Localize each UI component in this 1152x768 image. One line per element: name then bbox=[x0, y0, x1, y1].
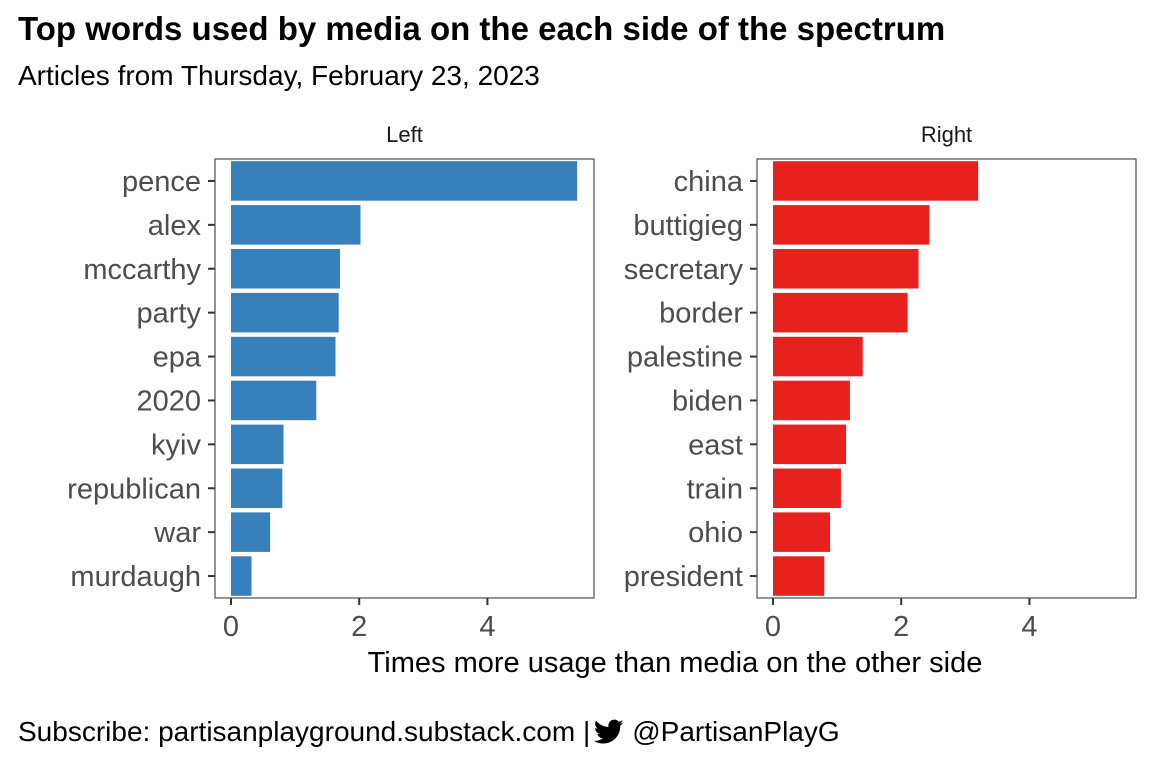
y-tick-label: china bbox=[674, 166, 744, 198]
y-tick-label: epa bbox=[153, 342, 202, 374]
y-tick-label: ohio bbox=[688, 517, 743, 549]
panel-border-right bbox=[756, 158, 1137, 599]
y-tick-label: pence bbox=[122, 166, 201, 198]
footer: Subscribe: partisanplayground.substack.c… bbox=[18, 716, 840, 748]
x-tick-label: 0 bbox=[223, 611, 239, 643]
subscribe-text: Subscribe: partisanplayground.substack.c… bbox=[18, 716, 591, 747]
y-tick-label: party bbox=[137, 298, 202, 330]
bar-right-buttigieg bbox=[773, 205, 930, 245]
bar-left-2020 bbox=[231, 380, 317, 421]
bar-right-secretary bbox=[773, 248, 919, 289]
y-tick-label: palestine bbox=[627, 342, 743, 374]
y-tick-label: east bbox=[688, 429, 743, 461]
bar-left-republican bbox=[231, 468, 283, 509]
chart-title: Top words used by media on the each side… bbox=[18, 10, 946, 47]
y-tick-label: train bbox=[687, 473, 743, 505]
chart-subtitle: Articles from Thursday, February 23, 202… bbox=[18, 60, 540, 91]
y-tick-label: kyiv bbox=[151, 429, 201, 461]
x-axis-label: Times more usage than media on the other… bbox=[368, 647, 983, 679]
bar-left-epa bbox=[231, 336, 336, 377]
bar-left-pence bbox=[231, 161, 578, 201]
bar-right-train bbox=[773, 468, 841, 509]
x-tick-label: 0 bbox=[765, 611, 781, 643]
bar-left-mccarthy bbox=[231, 248, 340, 289]
bar-left-war bbox=[231, 512, 271, 552]
y-tick-label: alex bbox=[148, 210, 202, 242]
bar-left-party bbox=[231, 292, 339, 333]
y-tick-label: president bbox=[624, 561, 743, 593]
y-tick-label: 2020 bbox=[136, 385, 201, 417]
twitter-handle: @PartisanPlayG bbox=[632, 716, 840, 747]
bar-left-kyiv bbox=[231, 424, 284, 465]
y-tick-label: biden bbox=[672, 385, 743, 417]
twitter-bird-icon bbox=[594, 719, 624, 744]
y-tick-label: republican bbox=[67, 473, 201, 505]
bar-right-east bbox=[773, 424, 847, 465]
bar-left-murdaugh bbox=[231, 556, 252, 596]
bar-right-china bbox=[773, 161, 979, 201]
y-tick-label: secretary bbox=[624, 254, 744, 286]
x-tick-label: 4 bbox=[1021, 611, 1037, 643]
x-tick-label: 2 bbox=[351, 611, 367, 643]
bar-right-president bbox=[773, 556, 825, 596]
x-tick-label: 4 bbox=[479, 611, 495, 643]
bar-right-border bbox=[773, 292, 908, 333]
bar-left-alex bbox=[231, 205, 361, 245]
panel-label-right: Right bbox=[921, 122, 972, 147]
y-tick-label: border bbox=[659, 298, 743, 330]
x-tick-label: 2 bbox=[893, 611, 909, 643]
panel-label-left: Left bbox=[386, 122, 423, 147]
y-tick-label: war bbox=[153, 517, 201, 549]
bar-right-biden bbox=[773, 380, 850, 421]
panel-border-left bbox=[214, 158, 595, 599]
y-tick-label: murdaugh bbox=[70, 561, 201, 593]
y-tick-label: mccarthy bbox=[83, 254, 201, 286]
bar-right-palestine bbox=[773, 336, 863, 377]
y-tick-label: buttigieg bbox=[633, 210, 743, 242]
bar-right-ohio bbox=[773, 512, 831, 552]
